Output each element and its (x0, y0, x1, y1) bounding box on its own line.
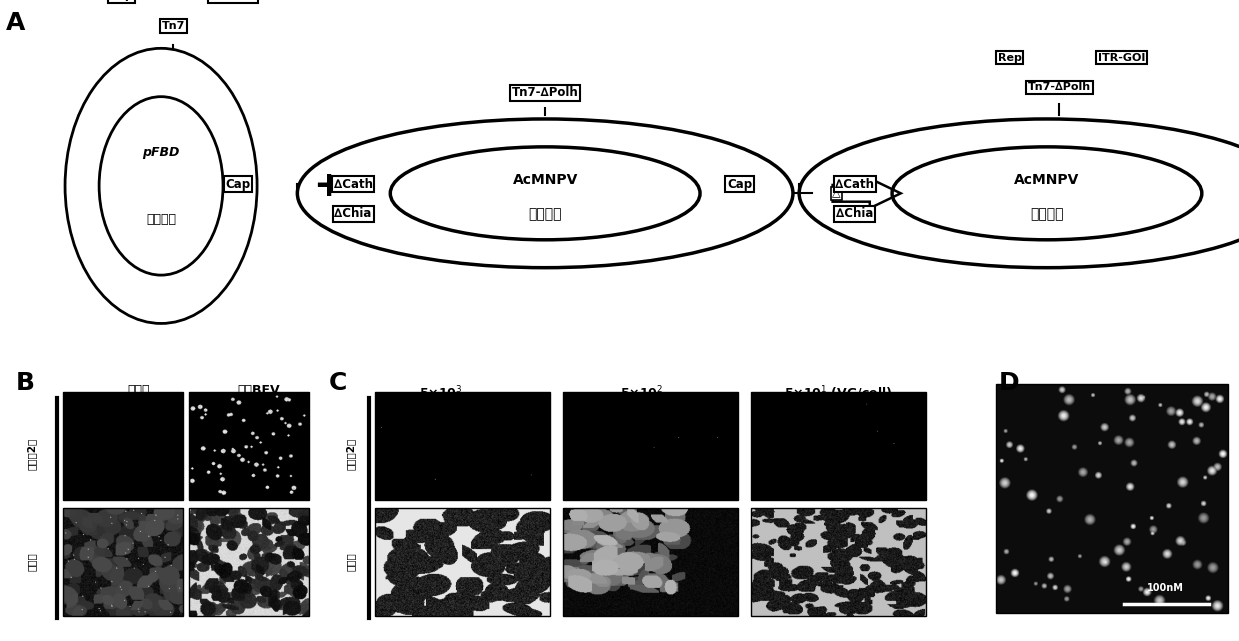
Text: ITR-GOI: ITR-GOI (209, 0, 256, 1)
Bar (190, 508, 310, 616)
Text: ITR-GOI: ITR-GOI (1098, 53, 1145, 63)
Bar (63, 508, 183, 616)
Text: ∆Cath: ∆Cath (333, 178, 373, 190)
Bar (375, 392, 550, 500)
Bar (63, 392, 183, 500)
Bar (563, 392, 738, 500)
Bar (751, 392, 926, 500)
Text: 重组杆粒: 重组杆粒 (1030, 207, 1064, 221)
Text: 感染后: 感染后 (26, 553, 36, 571)
FancyArrow shape (833, 178, 901, 208)
Text: Tn7-∆Polh: Tn7-∆Polh (512, 87, 579, 99)
Text: AcMNPV: AcMNPV (513, 173, 577, 187)
Text: 感染后2天: 感染后2天 (346, 438, 356, 470)
Bar (375, 508, 550, 616)
Bar (751, 508, 926, 616)
Text: A: A (6, 11, 26, 35)
Bar (190, 392, 310, 500)
Text: 重组杆粒: 重组杆粒 (528, 207, 563, 221)
Text: △: △ (833, 188, 840, 198)
Text: ∆Cath: ∆Cath (835, 178, 875, 190)
Text: +: + (313, 169, 343, 203)
Text: 感染后: 感染后 (346, 553, 356, 571)
Text: AcMNPV: AcMNPV (1015, 173, 1079, 187)
Text: Tn7: Tn7 (162, 21, 185, 31)
Text: Rep: Rep (997, 53, 1022, 63)
Text: 感染BEV: 感染BEV (238, 384, 280, 397)
Text: Rep: Rep (109, 0, 134, 1)
Bar (996, 384, 1228, 613)
Text: 穿梭质粒: 穿梭质粒 (146, 213, 176, 226)
Text: ∆Chia: ∆Chia (335, 207, 372, 221)
Text: Cap: Cap (727, 178, 752, 190)
Text: 未感染: 未感染 (128, 384, 150, 397)
Text: 5×10$^2$: 5×10$^2$ (620, 384, 663, 401)
Text: 感染后2天: 感染后2天 (26, 438, 36, 470)
Text: B: B (16, 370, 35, 395)
Text: pFBD: pFBD (142, 146, 180, 159)
Text: D: D (999, 370, 1018, 395)
Text: 5×10$^3$: 5×10$^3$ (419, 384, 462, 401)
Text: 5×10$^1$ (VG/cell): 5×10$^1$ (VG/cell) (784, 384, 892, 402)
Text: 100nM: 100nM (1147, 583, 1183, 593)
Bar (563, 508, 738, 616)
Text: ∆Chia: ∆Chia (836, 207, 873, 221)
Text: Cap: Cap (225, 178, 250, 190)
Text: Tn7-∆Polh: Tn7-∆Polh (1028, 82, 1090, 92)
Text: C: C (328, 370, 347, 395)
